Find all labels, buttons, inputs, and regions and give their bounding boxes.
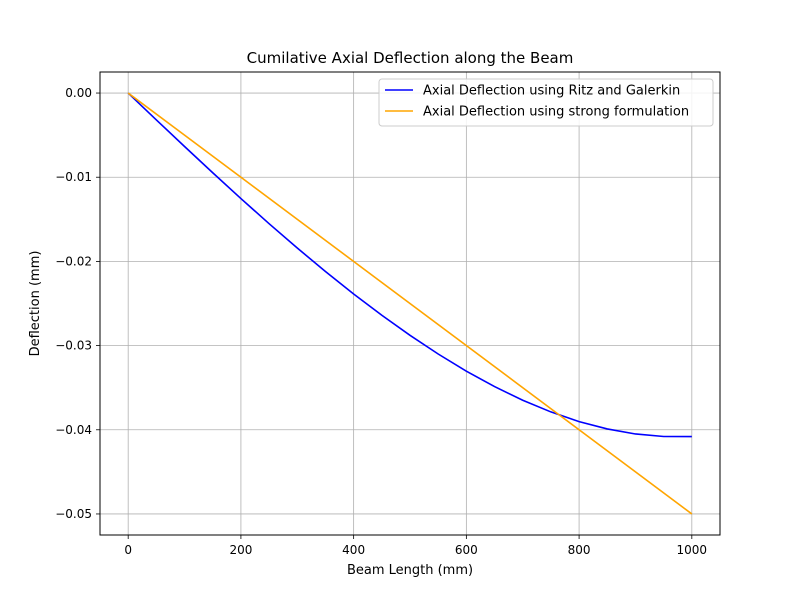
x-tick-label: 400 [342, 543, 365, 557]
series-line-1 [127, 92, 692, 438]
plot-frame [99, 71, 721, 536]
x-tick-label: 600 [455, 543, 478, 557]
y-tick-label: −0.05 [55, 507, 92, 521]
legend-box [378, 78, 714, 127]
series-lines [127, 92, 693, 515]
x-tick-label: 0 [124, 543, 132, 557]
y-tick-label: −0.02 [55, 254, 92, 268]
y-tick-label: 0.00 [65, 86, 92, 100]
y-axis-label: Deflection (mm) [28, 251, 43, 357]
y-ticks: 0.00 −0.01 −0.02 −0.03 −0.04 −0.05 [55, 86, 100, 521]
chart-title: Cumilative Axial Deflection along the Be… [247, 49, 574, 67]
series-line-2 [127, 92, 693, 515]
legend-label-1: Axial Deflection using Ritz and Galerkin [423, 84, 680, 99]
y-tick-label: −0.03 [55, 339, 92, 353]
x-tick-label: 800 [568, 543, 591, 557]
x-ticks: 0 200 400 600 800 1000 [124, 535, 707, 557]
grid [100, 72, 720, 535]
x-tick-label: 1000 [677, 543, 708, 557]
legend: Axial Deflection using Ritz and Galerkin… [378, 78, 714, 127]
y-tick-label: −0.01 [55, 170, 92, 184]
x-axis-label: Beam Length (mm) [347, 563, 473, 578]
x-tick-label: 200 [229, 543, 252, 557]
legend-label-2: Axial Deflection using strong formulatio… [423, 105, 689, 120]
y-tick-label: −0.04 [55, 423, 92, 437]
